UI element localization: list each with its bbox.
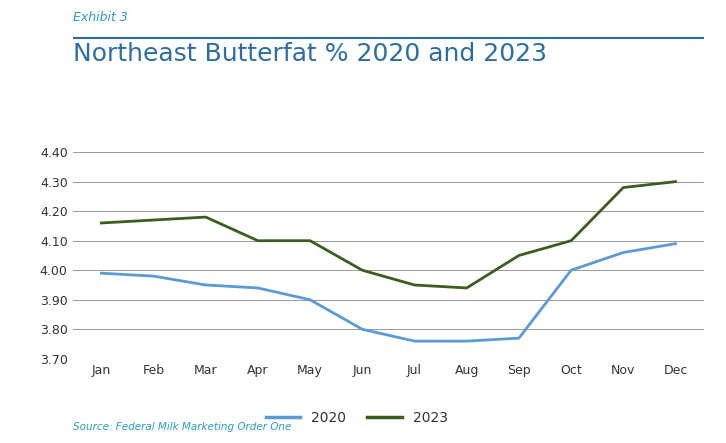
- Text: Northeast Butterfat % 2020 and 2023: Northeast Butterfat % 2020 and 2023: [73, 42, 547, 66]
- Text: Source: Federal Milk Marketing Order One: Source: Federal Milk Marketing Order One: [73, 422, 291, 432]
- Legend: 2020, 2023: 2020, 2023: [260, 406, 454, 431]
- Text: Exhibit 3: Exhibit 3: [73, 11, 128, 24]
